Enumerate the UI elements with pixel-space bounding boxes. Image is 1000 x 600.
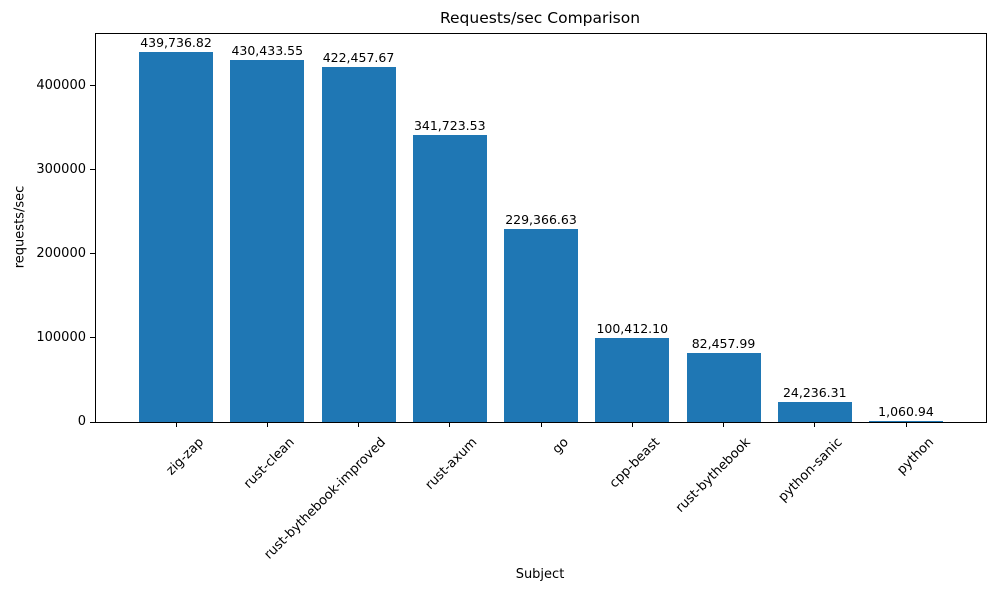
y-tick-label: 400000	[36, 77, 86, 93]
x-axis-label: Subject	[515, 567, 565, 582]
y-axis-label: requests/sec	[12, 185, 28, 269]
bar-value-label: 341,723.53	[413, 117, 486, 133]
x-tick-label: python-sanic	[775, 435, 846, 505]
bar-value-label: 1,060.94	[878, 404, 934, 419]
x-tick-label: python	[893, 435, 937, 478]
bar-rust-bythebook-improved	[321, 66, 396, 422]
plot-area: 0 100000 200000 300000 400000 439,736.82 zig-z…	[36, 33, 987, 562]
bar-value-label: 229,366.63	[505, 212, 577, 228]
x-tick-mark	[814, 422, 816, 427]
x-tick-label: go	[549, 435, 572, 458]
x-tick-mark	[358, 422, 359, 427]
x-tick-label: rust-bythebook	[673, 435, 755, 516]
x-tick-label: zig-zap	[163, 435, 207, 479]
x-tick-mark	[631, 422, 633, 427]
x-tick-mark	[449, 422, 451, 427]
x-tick-mark	[905, 422, 907, 427]
x-tick-mark	[266, 422, 268, 427]
y-tick-label: 200000	[36, 245, 86, 261]
bar-value-label: 439,736.82	[140, 35, 212, 51]
bar-python	[869, 421, 943, 422]
bar-rust-bythebook	[686, 352, 761, 422]
x-tick-mark	[175, 422, 177, 427]
bar-cpp-beast	[595, 337, 670, 422]
bar-rust-axum	[412, 134, 487, 422]
chart-title: Requests/sec Comparison	[439, 9, 641, 27]
bar-value-label: 422,457.67	[322, 49, 395, 65]
y-tick-mark	[90, 169, 95, 171]
bar-value-label: 100,412.10	[596, 320, 669, 336]
y-tick-mark	[90, 253, 95, 255]
bar-value-label: 82,457.99	[691, 335, 756, 351]
bar-rust-clean	[230, 60, 305, 422]
x-tick-mark	[540, 422, 542, 427]
bar-value-label: 24,236.31	[782, 384, 847, 400]
y-tick-mark	[90, 337, 95, 339]
bar-go	[504, 229, 578, 422]
y-tick-label: 300000	[36, 161, 86, 177]
y-tick-label: 100000	[36, 329, 86, 345]
y-tick-label: 0	[77, 414, 86, 429]
x-tick-label: rust-axum	[422, 435, 481, 493]
bar-value-label: 430,433.55	[231, 43, 304, 59]
bar-python-sanic	[777, 401, 852, 422]
bar-zig-zap	[139, 52, 213, 422]
x-tick-label: rust-clean	[241, 435, 298, 492]
y-tick-mark	[90, 85, 95, 87]
y-tick-mark	[90, 421, 95, 423]
x-tick-label: cpp-beast	[606, 435, 663, 492]
x-tick-mark	[723, 422, 724, 427]
